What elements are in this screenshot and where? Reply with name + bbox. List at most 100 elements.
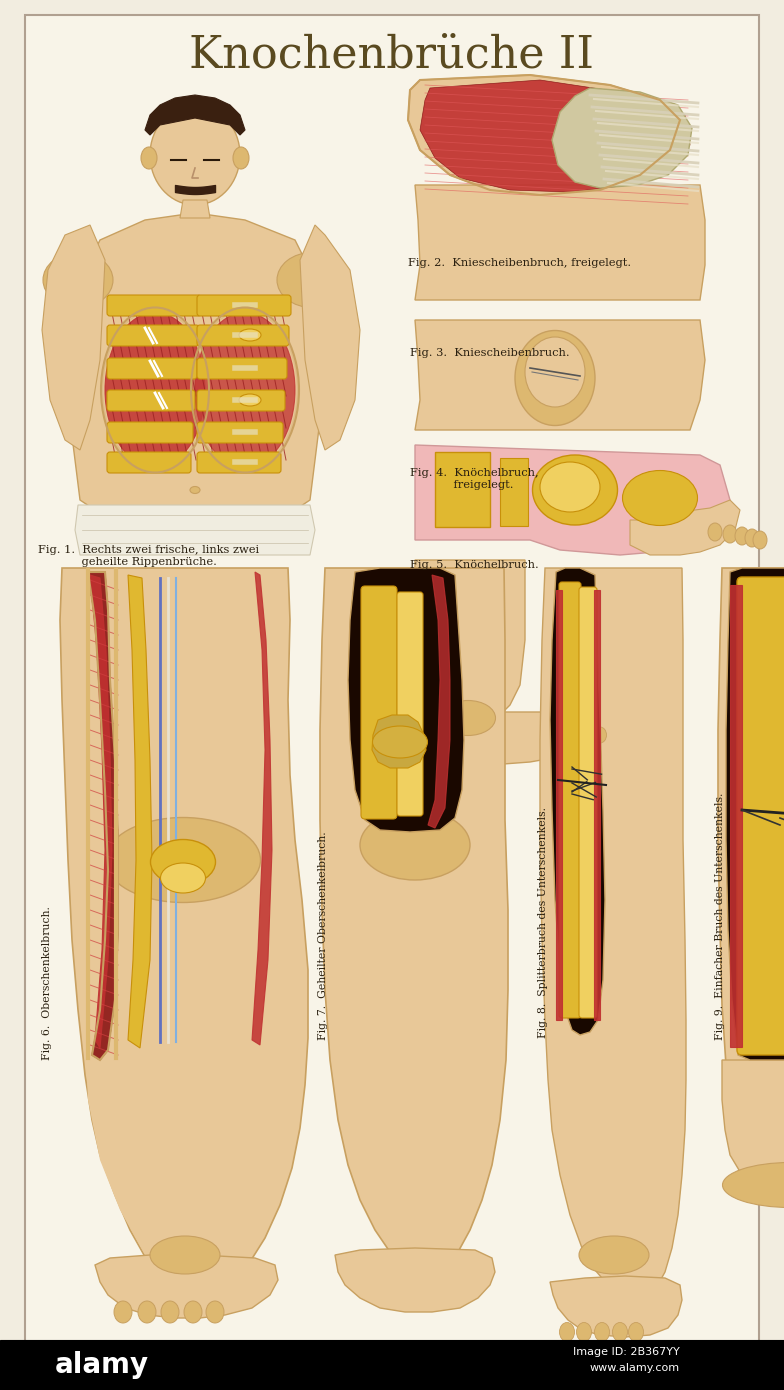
Text: Fig. 3.  Kniescheibenbruch.: Fig. 3. Kniescheibenbruch.: [410, 348, 570, 359]
Polygon shape: [726, 569, 784, 1061]
Ellipse shape: [43, 253, 113, 307]
FancyBboxPatch shape: [197, 325, 289, 346]
Polygon shape: [415, 445, 730, 555]
Polygon shape: [372, 714, 426, 769]
Ellipse shape: [372, 726, 427, 758]
FancyBboxPatch shape: [197, 359, 287, 379]
Polygon shape: [550, 569, 605, 1036]
Polygon shape: [85, 899, 280, 1290]
FancyBboxPatch shape: [197, 295, 291, 316]
Polygon shape: [428, 575, 450, 828]
Ellipse shape: [105, 313, 205, 467]
Ellipse shape: [239, 329, 261, 341]
Polygon shape: [415, 560, 525, 730]
FancyBboxPatch shape: [197, 452, 281, 473]
Polygon shape: [540, 569, 686, 1300]
Ellipse shape: [206, 1301, 224, 1323]
Text: Fig. 2.  Kniescheibenbruch, freigelegt.: Fig. 2. Kniescheibenbruch, freigelegt.: [408, 259, 631, 268]
Text: www.alamy.com: www.alamy.com: [590, 1364, 680, 1373]
FancyBboxPatch shape: [397, 592, 423, 816]
Polygon shape: [722, 1061, 784, 1198]
Polygon shape: [128, 575, 152, 1048]
Ellipse shape: [723, 525, 737, 543]
Ellipse shape: [569, 733, 583, 749]
Polygon shape: [718, 569, 784, 1065]
Ellipse shape: [629, 1322, 644, 1341]
Polygon shape: [70, 213, 320, 528]
Text: Fig. 4.  Knöchelbruch,
            freigelegt.: Fig. 4. Knöchelbruch, freigelegt.: [410, 468, 539, 489]
Ellipse shape: [151, 840, 216, 884]
Ellipse shape: [360, 810, 470, 880]
FancyBboxPatch shape: [107, 295, 201, 316]
Polygon shape: [630, 500, 740, 555]
Ellipse shape: [190, 486, 200, 493]
Ellipse shape: [745, 530, 759, 548]
Ellipse shape: [193, 310, 297, 470]
Polygon shape: [348, 569, 464, 833]
Ellipse shape: [233, 147, 249, 170]
Ellipse shape: [557, 735, 569, 751]
FancyBboxPatch shape: [107, 423, 193, 443]
Ellipse shape: [141, 147, 157, 170]
Ellipse shape: [161, 863, 205, 892]
Ellipse shape: [735, 527, 749, 545]
Polygon shape: [415, 320, 705, 430]
Bar: [0, 1340, 784, 1390]
Bar: [556, 589, 562, 1020]
Polygon shape: [75, 505, 315, 555]
Ellipse shape: [708, 523, 722, 541]
FancyBboxPatch shape: [559, 582, 581, 1017]
Polygon shape: [320, 569, 508, 1270]
Ellipse shape: [579, 1236, 649, 1275]
Polygon shape: [42, 225, 105, 450]
Polygon shape: [145, 95, 245, 135]
Polygon shape: [88, 573, 118, 1061]
Text: Knochenbrüche II: Knochenbrüche II: [190, 33, 594, 76]
Ellipse shape: [103, 310, 208, 470]
FancyBboxPatch shape: [579, 587, 597, 1017]
Ellipse shape: [532, 455, 618, 525]
Polygon shape: [180, 200, 210, 218]
Bar: [435, 452, 490, 527]
Ellipse shape: [150, 106, 240, 204]
Ellipse shape: [161, 1301, 179, 1323]
FancyBboxPatch shape: [107, 391, 195, 411]
Polygon shape: [430, 712, 600, 765]
Text: Fig. 6.  Oberschenkelbruch.: Fig. 6. Oberschenkelbruch.: [42, 906, 52, 1061]
Ellipse shape: [723, 1162, 784, 1208]
Ellipse shape: [441, 701, 495, 735]
Ellipse shape: [622, 470, 698, 525]
Ellipse shape: [195, 313, 295, 467]
FancyBboxPatch shape: [107, 359, 197, 379]
Text: Fig. 1.  Rechts zwei frische, links zwei
            geheilte Rippenbrüche.: Fig. 1. Rechts zwei frische, links zwei …: [38, 545, 260, 567]
Text: Fig. 8.  Splitterbruch des Unterschenkels.: Fig. 8. Splitterbruch des Unterschenkels…: [538, 808, 548, 1038]
Polygon shape: [408, 75, 680, 195]
Ellipse shape: [277, 253, 347, 307]
Ellipse shape: [594, 1322, 609, 1341]
Polygon shape: [415, 185, 705, 300]
Polygon shape: [420, 81, 690, 192]
Polygon shape: [60, 569, 308, 1298]
Ellipse shape: [587, 728, 601, 745]
Polygon shape: [300, 225, 360, 450]
Bar: [500, 457, 528, 525]
Polygon shape: [335, 1248, 495, 1312]
Bar: [730, 585, 742, 1047]
Ellipse shape: [114, 1301, 132, 1323]
Text: Fig. 7.  Geheilter Oberschenkelbruch.: Fig. 7. Geheilter Oberschenkelbruch.: [318, 831, 328, 1040]
Ellipse shape: [239, 393, 261, 406]
FancyBboxPatch shape: [197, 391, 285, 411]
Polygon shape: [552, 88, 692, 188]
Ellipse shape: [150, 1236, 220, 1275]
FancyBboxPatch shape: [107, 452, 191, 473]
Polygon shape: [252, 573, 272, 1045]
Ellipse shape: [612, 1322, 627, 1341]
Ellipse shape: [579, 731, 593, 746]
Ellipse shape: [184, 1301, 202, 1323]
FancyBboxPatch shape: [737, 577, 784, 1055]
Polygon shape: [95, 1255, 278, 1318]
Ellipse shape: [525, 336, 585, 407]
Bar: [594, 589, 600, 1020]
Ellipse shape: [138, 1301, 156, 1323]
Ellipse shape: [560, 1322, 575, 1341]
